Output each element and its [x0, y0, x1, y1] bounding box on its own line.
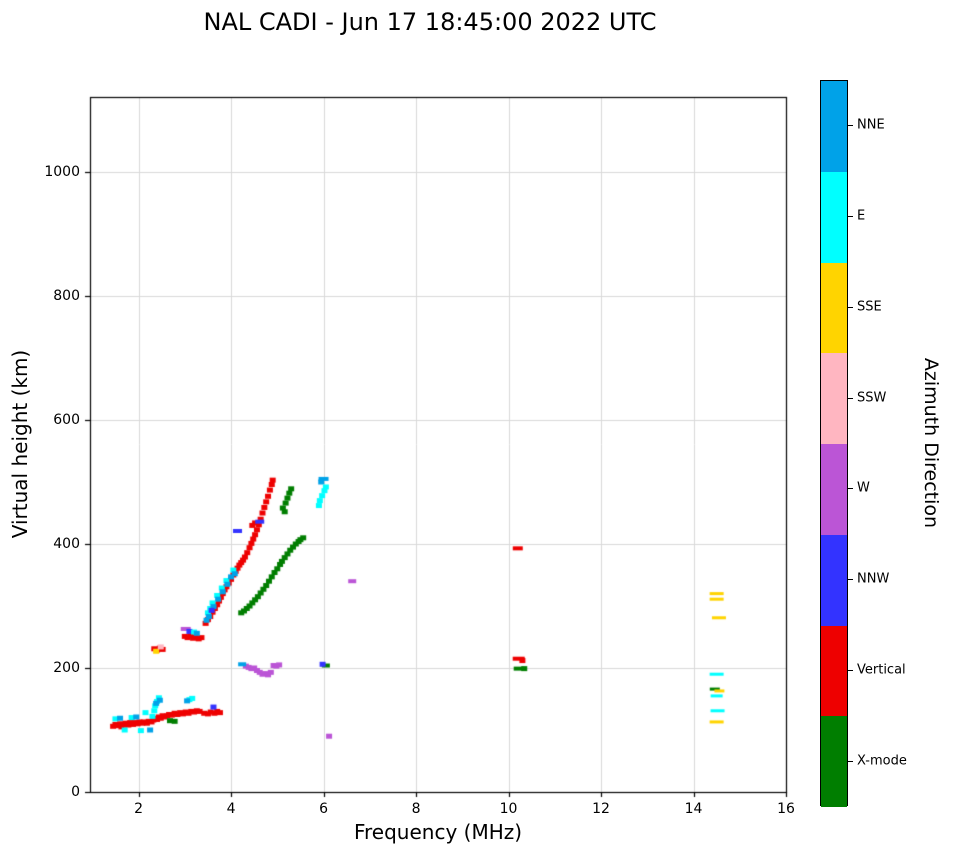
colorbar-label-NNE: NNE [857, 117, 885, 133]
azimuth-colorbar [820, 80, 848, 807]
colorbar-tick [848, 488, 853, 490]
y-tick-label: 200 [53, 660, 80, 676]
x-tick-label: 8 [411, 801, 421, 817]
x-tick-label: 6 [319, 801, 328, 817]
colorbar-label-SSW: SSW [857, 390, 887, 406]
colorbar-segment-NNW [821, 534, 847, 626]
colorbar-segment-X-mode [821, 716, 847, 807]
colorbar-tick [848, 306, 853, 308]
colorbar-segment-Vertical [821, 625, 847, 717]
y-tick-label: 1000 [44, 164, 80, 181]
colorbar-segment-SSW [821, 353, 847, 444]
y-tick-label: 0 [71, 784, 80, 800]
colorbar-label-Vertical: Vertical [857, 662, 906, 678]
colorbar-tick [848, 579, 853, 581]
colorbar-segment-E [821, 171, 847, 263]
colorbar-label-X-mode: X-mode [857, 753, 907, 769]
colorbar-title: Azimuth Direction [920, 357, 942, 529]
colorbar-tick [848, 669, 853, 671]
colorbar-label-W: W [857, 480, 870, 496]
colorbar-label-NNW: NNW [857, 571, 890, 587]
colorbar-segment-SSE [821, 262, 847, 354]
x-tick-label: 10 [499, 801, 518, 817]
colorbar-segment-NNE [821, 81, 847, 172]
x-axis-label: Frequency (MHz) [353, 820, 523, 844]
colorbar-tick [848, 397, 853, 399]
colorbar-segment-W [821, 444, 847, 535]
colorbar-tick [848, 125, 853, 127]
x-tick-label: 16 [777, 801, 795, 817]
colorbar-label-E: E [857, 208, 866, 224]
colorbar-tick [848, 216, 853, 218]
y-tick-label: 400 [53, 536, 80, 552]
y-tick-label: 800 [53, 288, 80, 304]
x-tick-label: 14 [684, 801, 703, 817]
ionogram-plot-canvas [0, 0, 800, 857]
y-axis-label: Virtual height (km) [8, 349, 32, 539]
y-tick-label: 600 [53, 412, 80, 428]
colorbar-tick [848, 760, 853, 762]
x-tick-label: 2 [134, 801, 144, 817]
x-tick-label: 12 [592, 801, 610, 817]
colorbar-label-SSE: SSE [857, 299, 882, 315]
x-tick-label: 4 [226, 801, 236, 817]
